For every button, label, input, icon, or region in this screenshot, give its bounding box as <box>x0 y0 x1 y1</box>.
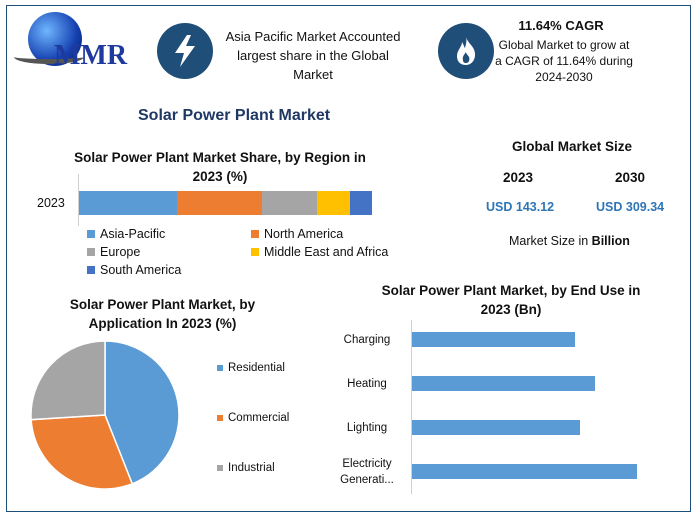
year-2030: 2030 <box>615 170 646 185</box>
pie-legend-item: Residential <box>217 362 285 374</box>
region-legend-item: North America <box>251 227 343 241</box>
value-2030: USD 309.34 <box>596 200 665 214</box>
value-2023: USD 143.12 <box>486 200 555 214</box>
enduse-bar <box>412 376 595 391</box>
region-segment-asia-pacific <box>79 191 177 215</box>
legend-label: Middle East and Africa <box>264 245 389 259</box>
enduse-category-label: Lighting <box>346 422 388 434</box>
enduse-category-label: Charging <box>343 334 391 346</box>
region-chart-title: Solar Power Plant Market Share, by Regio… <box>74 150 366 184</box>
legend-label: Residential <box>228 362 285 374</box>
region-segment-europe <box>261 191 317 215</box>
enduse-bar <box>412 420 580 435</box>
region-segment-middle-east-and-africa <box>316 191 350 215</box>
legend-swatch <box>87 266 95 274</box>
legend-label: South America <box>100 263 182 277</box>
legend-swatch <box>251 248 259 256</box>
legend-swatch <box>251 230 259 238</box>
pie-slice-industrial <box>30 340 106 421</box>
page-title: Solar Power Plant Market <box>138 107 331 124</box>
region-stacked-bar <box>79 191 372 215</box>
logo: MMR <box>14 12 128 82</box>
enduse-bar <box>412 332 575 347</box>
note-text: Market Size in <box>509 234 592 248</box>
legend-swatch <box>87 248 95 256</box>
info-asia-pacific: Asia Pacific Market Accounted largest sh… <box>225 29 401 82</box>
pie-legend-item: Commercial <box>217 412 289 424</box>
legend-label: Commercial <box>228 412 290 424</box>
logo-text: MMR <box>54 40 128 71</box>
year-2023: 2023 <box>503 170 534 185</box>
region-category-label: 2023 <box>37 196 65 210</box>
legend-swatch <box>217 415 223 421</box>
enduse-category-label: Heating <box>347 378 387 390</box>
frame <box>6 5 691 512</box>
enduse-axis <box>411 320 412 494</box>
legend-swatch <box>217 365 223 371</box>
region-segment-north-america <box>176 191 262 215</box>
legend-swatch <box>217 465 223 471</box>
pie-slice-commercial <box>30 414 134 490</box>
pie-slice-residential <box>104 340 180 485</box>
enduse-category-label: Electricity Generati... <box>340 458 394 486</box>
market-size-note: Market Size in Billion <box>509 234 630 248</box>
region-segment-south-america <box>350 191 372 215</box>
region-legend-item: South America <box>87 263 181 277</box>
cagr-title: 11.64% CAGR <box>518 18 604 33</box>
flame-icon <box>438 23 494 79</box>
pie-chart-title: Solar Power Plant Market, by Application… <box>69 297 256 331</box>
region-legend-item: Asia-Pacific <box>87 227 165 241</box>
region-axis <box>78 174 79 226</box>
enduse-bar <box>412 464 637 479</box>
legend-swatch <box>87 230 95 238</box>
market-size-title: Global Market Size <box>511 139 633 154</box>
pie-legend-item: Industrial <box>217 462 275 474</box>
legend-label: Asia-Pacific <box>100 227 166 241</box>
enduse-chart-title: Solar Power Plant Market, by End Use in … <box>381 283 641 317</box>
note-unit: Billion <box>591 234 630 248</box>
region-legend-item: Europe <box>87 245 140 259</box>
pie-chart <box>30 340 180 490</box>
lightning-icon <box>157 23 213 79</box>
legend-label: North America <box>264 227 344 241</box>
legend-label: Europe <box>100 245 141 259</box>
region-legend-item: Middle East and Africa <box>251 245 388 259</box>
cagr-text: Global Market to grow at a CAGR of 11.64… <box>495 38 633 84</box>
legend-label: Industrial <box>228 462 275 474</box>
logo-swoosh <box>14 50 84 64</box>
